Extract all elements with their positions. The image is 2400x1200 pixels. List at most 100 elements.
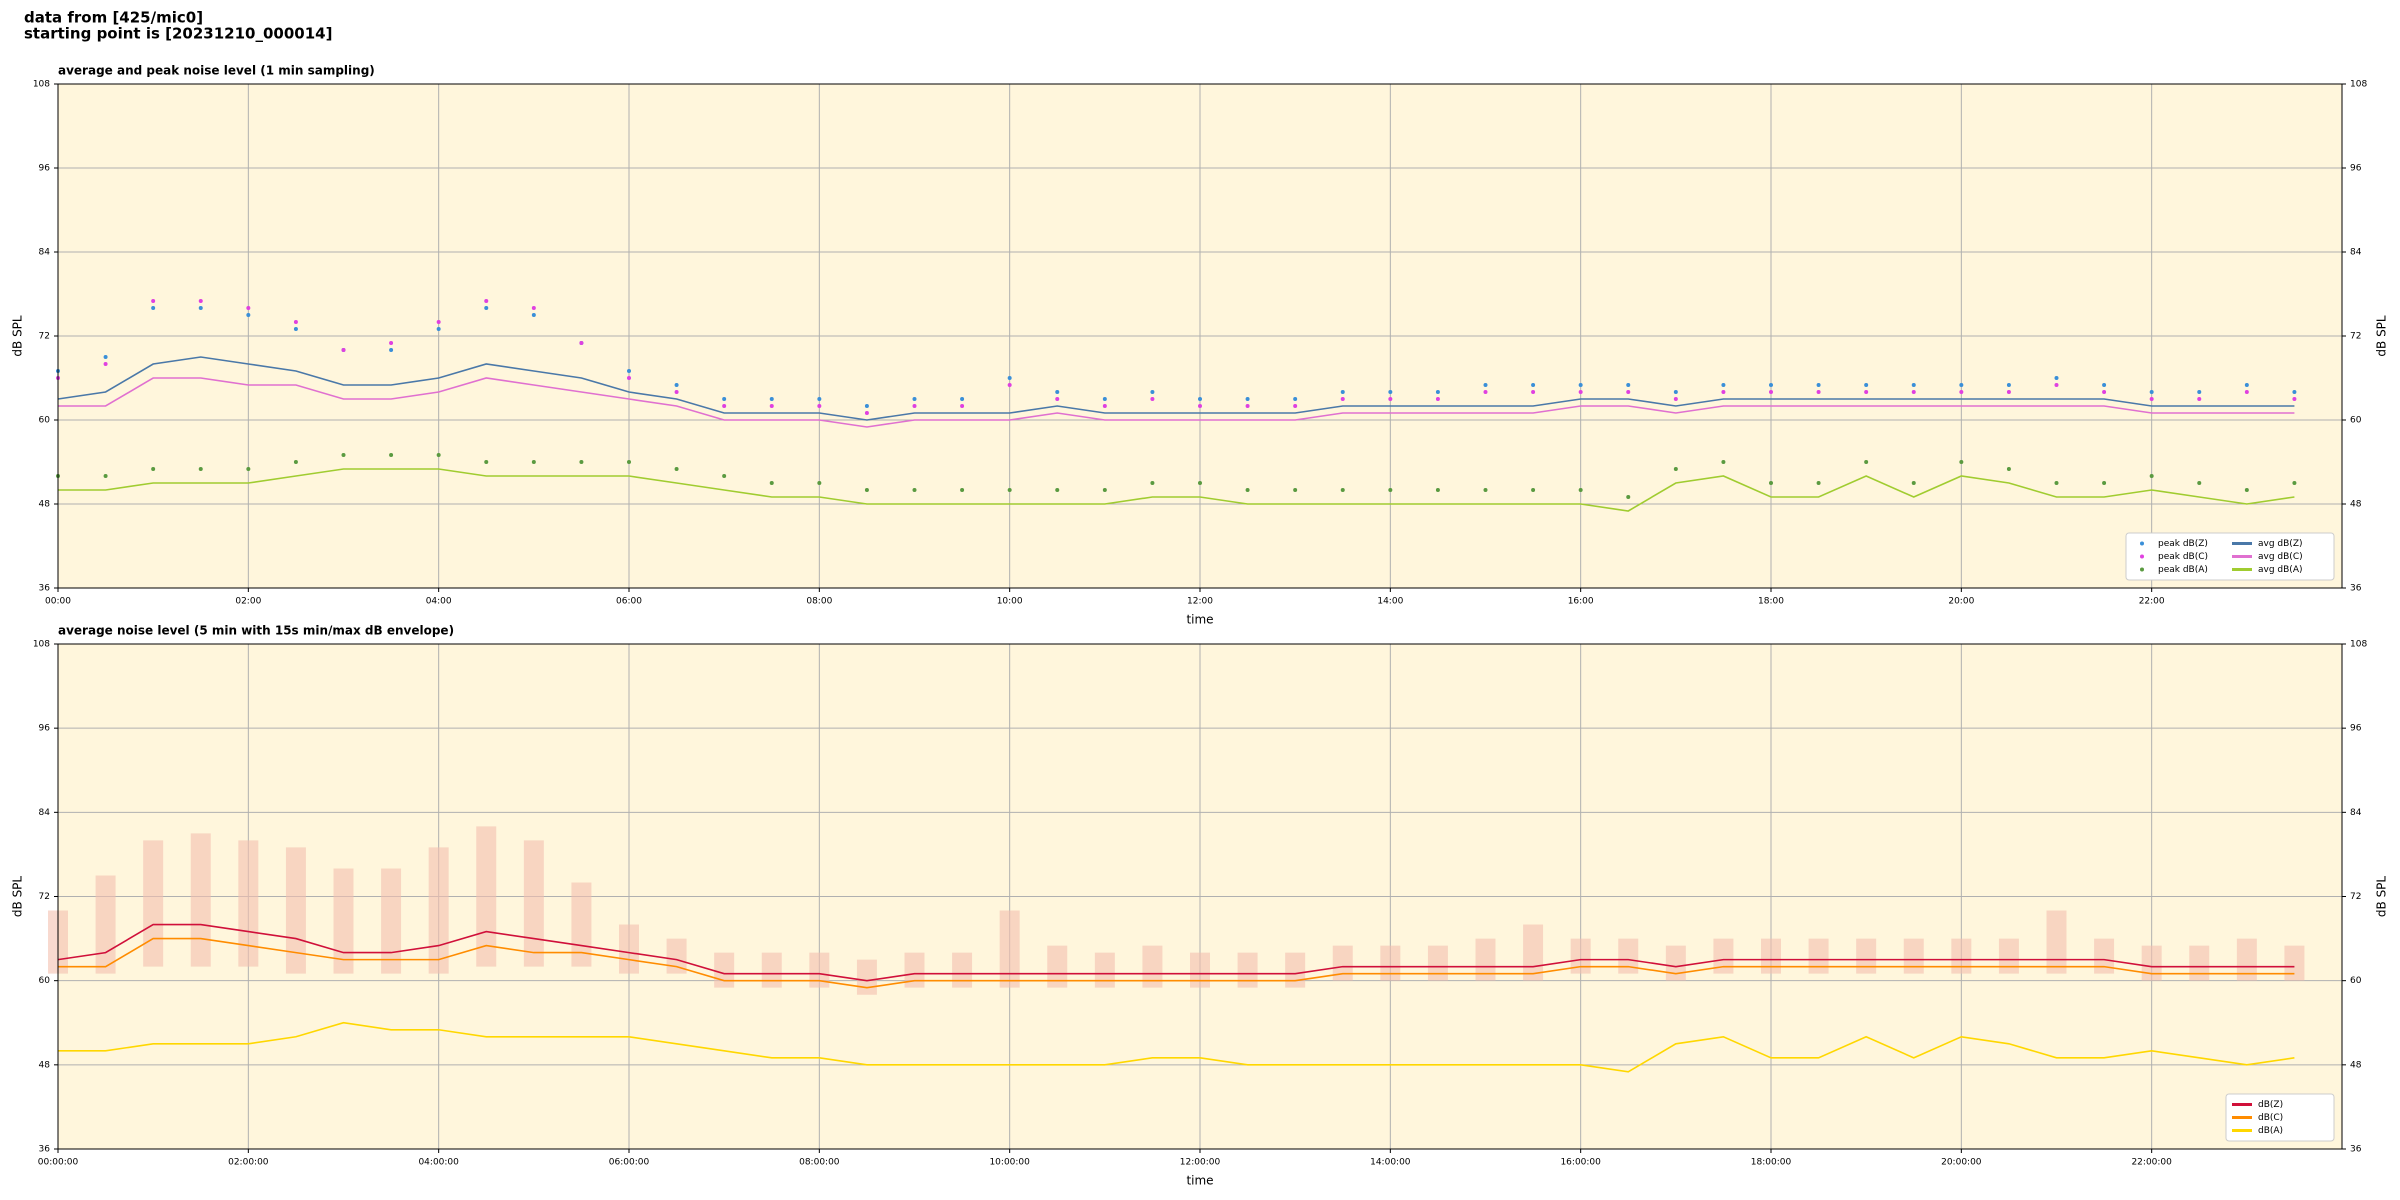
peak-point <box>960 397 965 401</box>
peak-point <box>2102 481 2107 485</box>
peak-point <box>436 327 441 331</box>
peak-point <box>246 467 251 471</box>
peak-point <box>1769 390 1773 394</box>
x-tick-label: 12:00:00 <box>1180 1158 1221 1168</box>
peak-point <box>1007 488 1012 492</box>
peak-point <box>1531 390 1536 394</box>
series-line <box>58 377 2295 428</box>
peak-point <box>1245 404 1250 408</box>
peak-point <box>2244 383 2249 387</box>
peak-point <box>1578 383 1583 387</box>
peak-point <box>674 390 679 394</box>
peak-point <box>1198 397 1202 401</box>
peak-point <box>1864 460 1869 464</box>
peak-point <box>1340 488 1345 492</box>
peak-point <box>1864 390 1869 394</box>
chart-title: average and peak noise level (1 min samp… <box>58 64 375 78</box>
peak-point <box>1340 397 1345 401</box>
y-tick-label: 60 <box>2350 976 2362 986</box>
x-tick-label: 04:00 <box>426 597 452 607</box>
header-line: starting point is [20231210_000014] <box>24 25 332 43</box>
peak-point <box>1293 397 1298 401</box>
peak-point <box>1626 495 1631 499</box>
peak-point <box>1673 390 1678 394</box>
peak-point <box>1769 383 1773 387</box>
peak-point <box>1531 383 1536 387</box>
peak-point <box>864 488 869 492</box>
peak-point <box>1150 481 1155 485</box>
y-tick-label: 48 <box>2350 1060 2362 1070</box>
peak-point <box>2197 390 2202 394</box>
y-tick-label: 48 <box>2350 500 2362 510</box>
peak-point <box>1721 390 1726 394</box>
peak-point <box>722 397 727 401</box>
peak-point <box>579 341 584 345</box>
legend-box <box>2225 1093 2335 1142</box>
peak-point <box>198 306 203 310</box>
legend-label: peak dB(A) <box>2158 565 2208 575</box>
x-tick-label: 16:00:00 <box>1560 1158 1601 1168</box>
peak-point <box>1721 383 1726 387</box>
header-line: data from [425/mic0] <box>24 9 203 27</box>
peak-point <box>1388 390 1393 394</box>
y-tick-label: 72 <box>2350 892 2361 902</box>
peak-point <box>2102 390 2107 394</box>
x-tick-label: 18:00 <box>1758 597 1784 607</box>
peak-point <box>1673 397 1678 401</box>
peak-point <box>2054 376 2059 380</box>
y-tick-label: 84 <box>2350 248 2362 258</box>
peak-point <box>1435 397 1440 401</box>
peak-point <box>2149 397 2154 401</box>
x-tick-label: 20:00:00 <box>1941 1158 1982 1168</box>
peak-point <box>2244 488 2249 492</box>
peak-point <box>246 306 251 310</box>
y-tick-label: 72 <box>39 892 50 902</box>
peak-point <box>817 397 822 401</box>
peak-point <box>817 404 822 408</box>
peak-point <box>1198 404 1202 408</box>
peak-point <box>1816 383 1821 387</box>
peak-point <box>1198 481 1202 485</box>
peak-point <box>2197 397 2202 401</box>
x-tick-label: 18:00:00 <box>1751 1158 1792 1168</box>
peak-point <box>2292 397 2297 401</box>
x-tick-label: 10:00 <box>997 597 1023 607</box>
y-tick-label: 84 <box>39 248 51 258</box>
x-tick-label: 12:00 <box>1187 597 1213 607</box>
legend: peak dB(Z) peak dB(C) peak dB(A) avg dB(Z) a… <box>2125 532 2335 581</box>
peak-point <box>864 411 869 415</box>
peak-point <box>2006 467 2011 471</box>
y-tick-label: 96 <box>39 724 51 734</box>
peak-point <box>531 313 536 317</box>
legend-swatch <box>2140 554 2144 559</box>
peak-point <box>2054 481 2059 485</box>
peak-point <box>1626 390 1631 394</box>
plot-frame <box>57 83 2343 589</box>
peak-point <box>293 460 298 464</box>
x-tick-label: 04:00:00 <box>418 1158 459 1168</box>
peak-point <box>1959 390 1964 394</box>
peak-point <box>1102 404 1107 408</box>
x-tick-label: 06:00:00 <box>609 1158 650 1168</box>
peak-point <box>1483 488 1488 492</box>
y-tick-label: 36 <box>39 1145 51 1155</box>
y-axis-label: dB SPL <box>11 315 25 357</box>
peak-point <box>1626 383 1631 387</box>
peak-point <box>1388 488 1393 492</box>
peak-point <box>1959 383 1964 387</box>
peak-point <box>1959 460 1964 464</box>
peak-point <box>151 306 156 310</box>
y-tick-label: 108 <box>33 80 50 90</box>
peak-point <box>2197 481 2202 485</box>
x-tick-label: 00:00 <box>45 597 71 607</box>
peak-point <box>1007 383 1012 387</box>
peak-point <box>2149 474 2154 478</box>
peak-point <box>579 460 584 464</box>
peak-point <box>1102 488 1107 492</box>
y-tick-label: 72 <box>39 332 50 342</box>
chart-title: average noise level (5 min with 15s min/… <box>58 624 454 638</box>
peak-point <box>2292 481 2297 485</box>
peak-point <box>769 481 774 485</box>
legend-label: dB(A) <box>2258 1126 2283 1136</box>
x-tick-label: 02:00 <box>235 597 261 607</box>
